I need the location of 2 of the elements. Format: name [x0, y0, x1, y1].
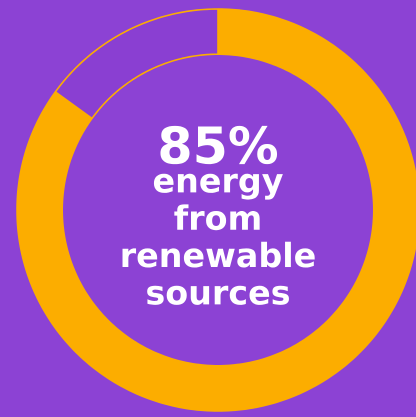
text: energy from renewable sources	[122, 174, 315, 305]
text: 85%	[160, 126, 278, 164]
